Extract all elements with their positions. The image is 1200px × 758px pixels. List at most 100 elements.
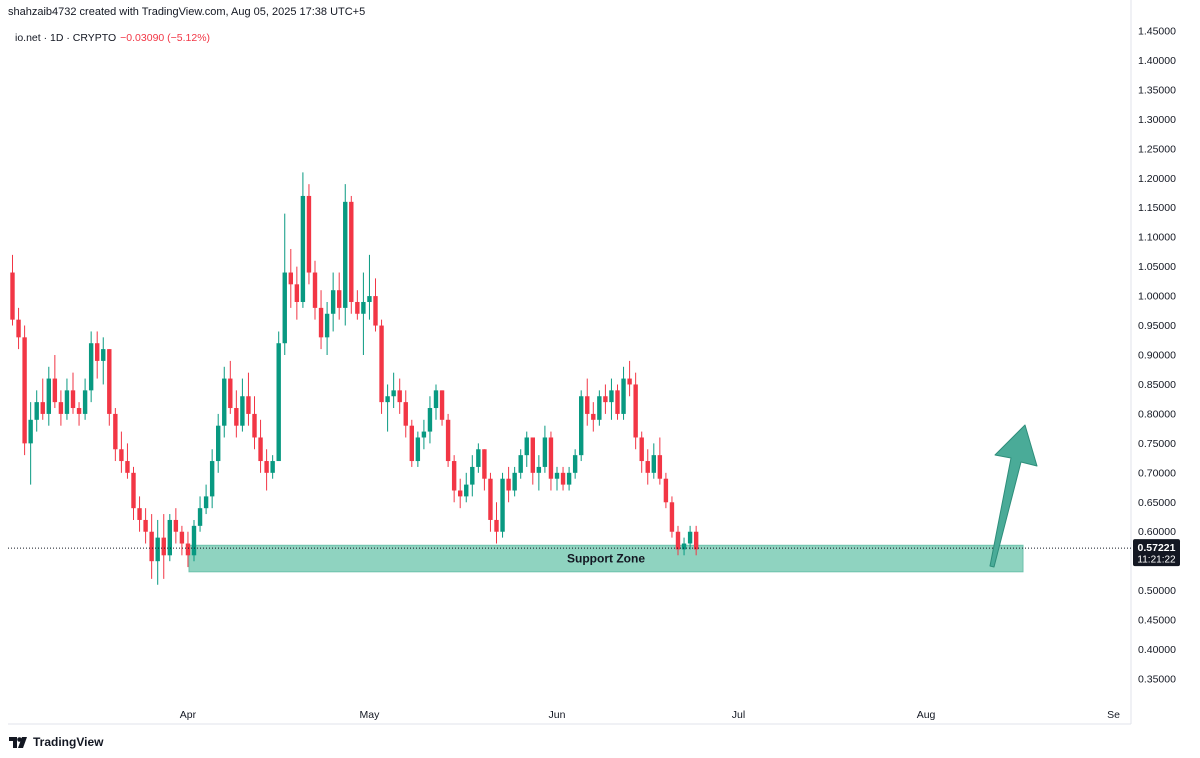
candle-body [343,201,348,308]
x-tick-label: Jun [549,709,566,721]
candle-body [52,378,58,403]
tradingview-logo-text: TradingView [33,735,104,749]
candle-body [34,402,39,420]
candle-body [258,437,263,462]
candle-body [409,425,414,462]
candle-body [373,296,378,326]
candle-body [246,396,251,414]
candle-body [155,537,160,562]
y-tick-label: 0.90000 [1138,350,1176,362]
candle-body [16,319,21,338]
candle-body [506,478,511,491]
y-tick-label: 0.70000 [1138,467,1176,479]
candle-body [572,455,578,473]
candle-body [500,478,505,532]
candle-body [234,408,239,426]
candle-body [70,390,76,409]
candle-body [270,461,275,473]
candle-body [119,449,124,462]
up-arrow [989,424,1038,568]
y-tick-label: 1.30000 [1138,114,1176,126]
candle-body [107,349,112,414]
candle-body [633,384,638,438]
candle-body [548,437,554,479]
candle-body [306,195,312,273]
candle-body [330,290,336,314]
candle-body [609,390,614,403]
candle-body [379,325,384,403]
candle-body [355,301,360,314]
candle-body [591,413,596,420]
candle-body [191,525,197,556]
candle-body [282,272,287,344]
tradingview-logo[interactable]: TradingView [9,735,103,749]
y-tick-label: 1.45000 [1138,26,1176,38]
candle-body [28,419,33,444]
candle-body [585,396,590,414]
candle-body [131,472,136,509]
y-tick-label: 0.85000 [1138,379,1176,391]
tradingview-logo-icon [9,736,27,748]
candle-body [445,419,451,462]
chart-credit: shahzaib4732 created with TradingView.co… [8,6,366,18]
candle-body [681,543,687,550]
candle-body [693,531,699,550]
candle-body [385,396,390,403]
candle-body [536,466,542,473]
countdown-timer: 11:21:22 [1137,555,1176,566]
candle-body [524,437,529,456]
candle-body [615,390,620,414]
candle-body [579,396,584,456]
candle-body [554,472,560,479]
candle-body [10,272,15,320]
candle-body [512,472,517,491]
candle-body [391,390,396,397]
candle-body [530,437,535,473]
candle-body [421,431,427,438]
candle-body [264,461,269,473]
candle-body [627,378,632,385]
candle-body [312,272,318,308]
price-change: −0.03090 (−5.12%) [120,32,211,44]
candle-body [125,461,130,473]
y-tick-label: 0.80000 [1138,408,1176,420]
candle-body [675,531,681,550]
x-tick-label: May [360,709,381,721]
candle-body [95,343,100,361]
candle-body [318,307,324,338]
candle-body [403,402,408,426]
candle-body [149,531,154,562]
support-zone-label: Support Zone [567,552,645,566]
y-tick-label: 1.05000 [1138,261,1176,273]
candle-body [88,343,94,391]
candle-body [337,290,342,308]
last-price-value: 0.57221 [1138,542,1176,554]
candle-body [324,313,330,338]
y-tick-label: 0.95000 [1138,320,1176,332]
candle-body [560,472,566,485]
support-zone-box [188,544,1024,573]
candle-body [240,396,245,426]
candle-body [427,408,433,432]
candle-body [349,201,354,302]
candle-body [46,378,51,414]
candle-body [137,508,142,520]
y-tick-label: 0.60000 [1138,526,1176,538]
candle-body [367,296,372,302]
candle-body [228,378,233,409]
y-tick-label: 1.40000 [1138,55,1176,67]
y-tick-label: 1.20000 [1138,173,1176,185]
y-tick-label: 1.25000 [1138,143,1176,155]
symbol-legend: io.net · 1D · CRYPTO −0.03090 (−5.12%) [15,32,210,44]
candle-body [82,390,88,414]
candle-body [488,478,493,520]
candle-body [22,337,27,444]
candle-body [451,461,457,491]
y-tick-label: 0.35000 [1138,674,1176,686]
candle-body [433,390,439,409]
candle-body [645,461,650,473]
candle-body [476,449,481,467]
candle-body [669,502,675,532]
candle-body [464,484,469,497]
